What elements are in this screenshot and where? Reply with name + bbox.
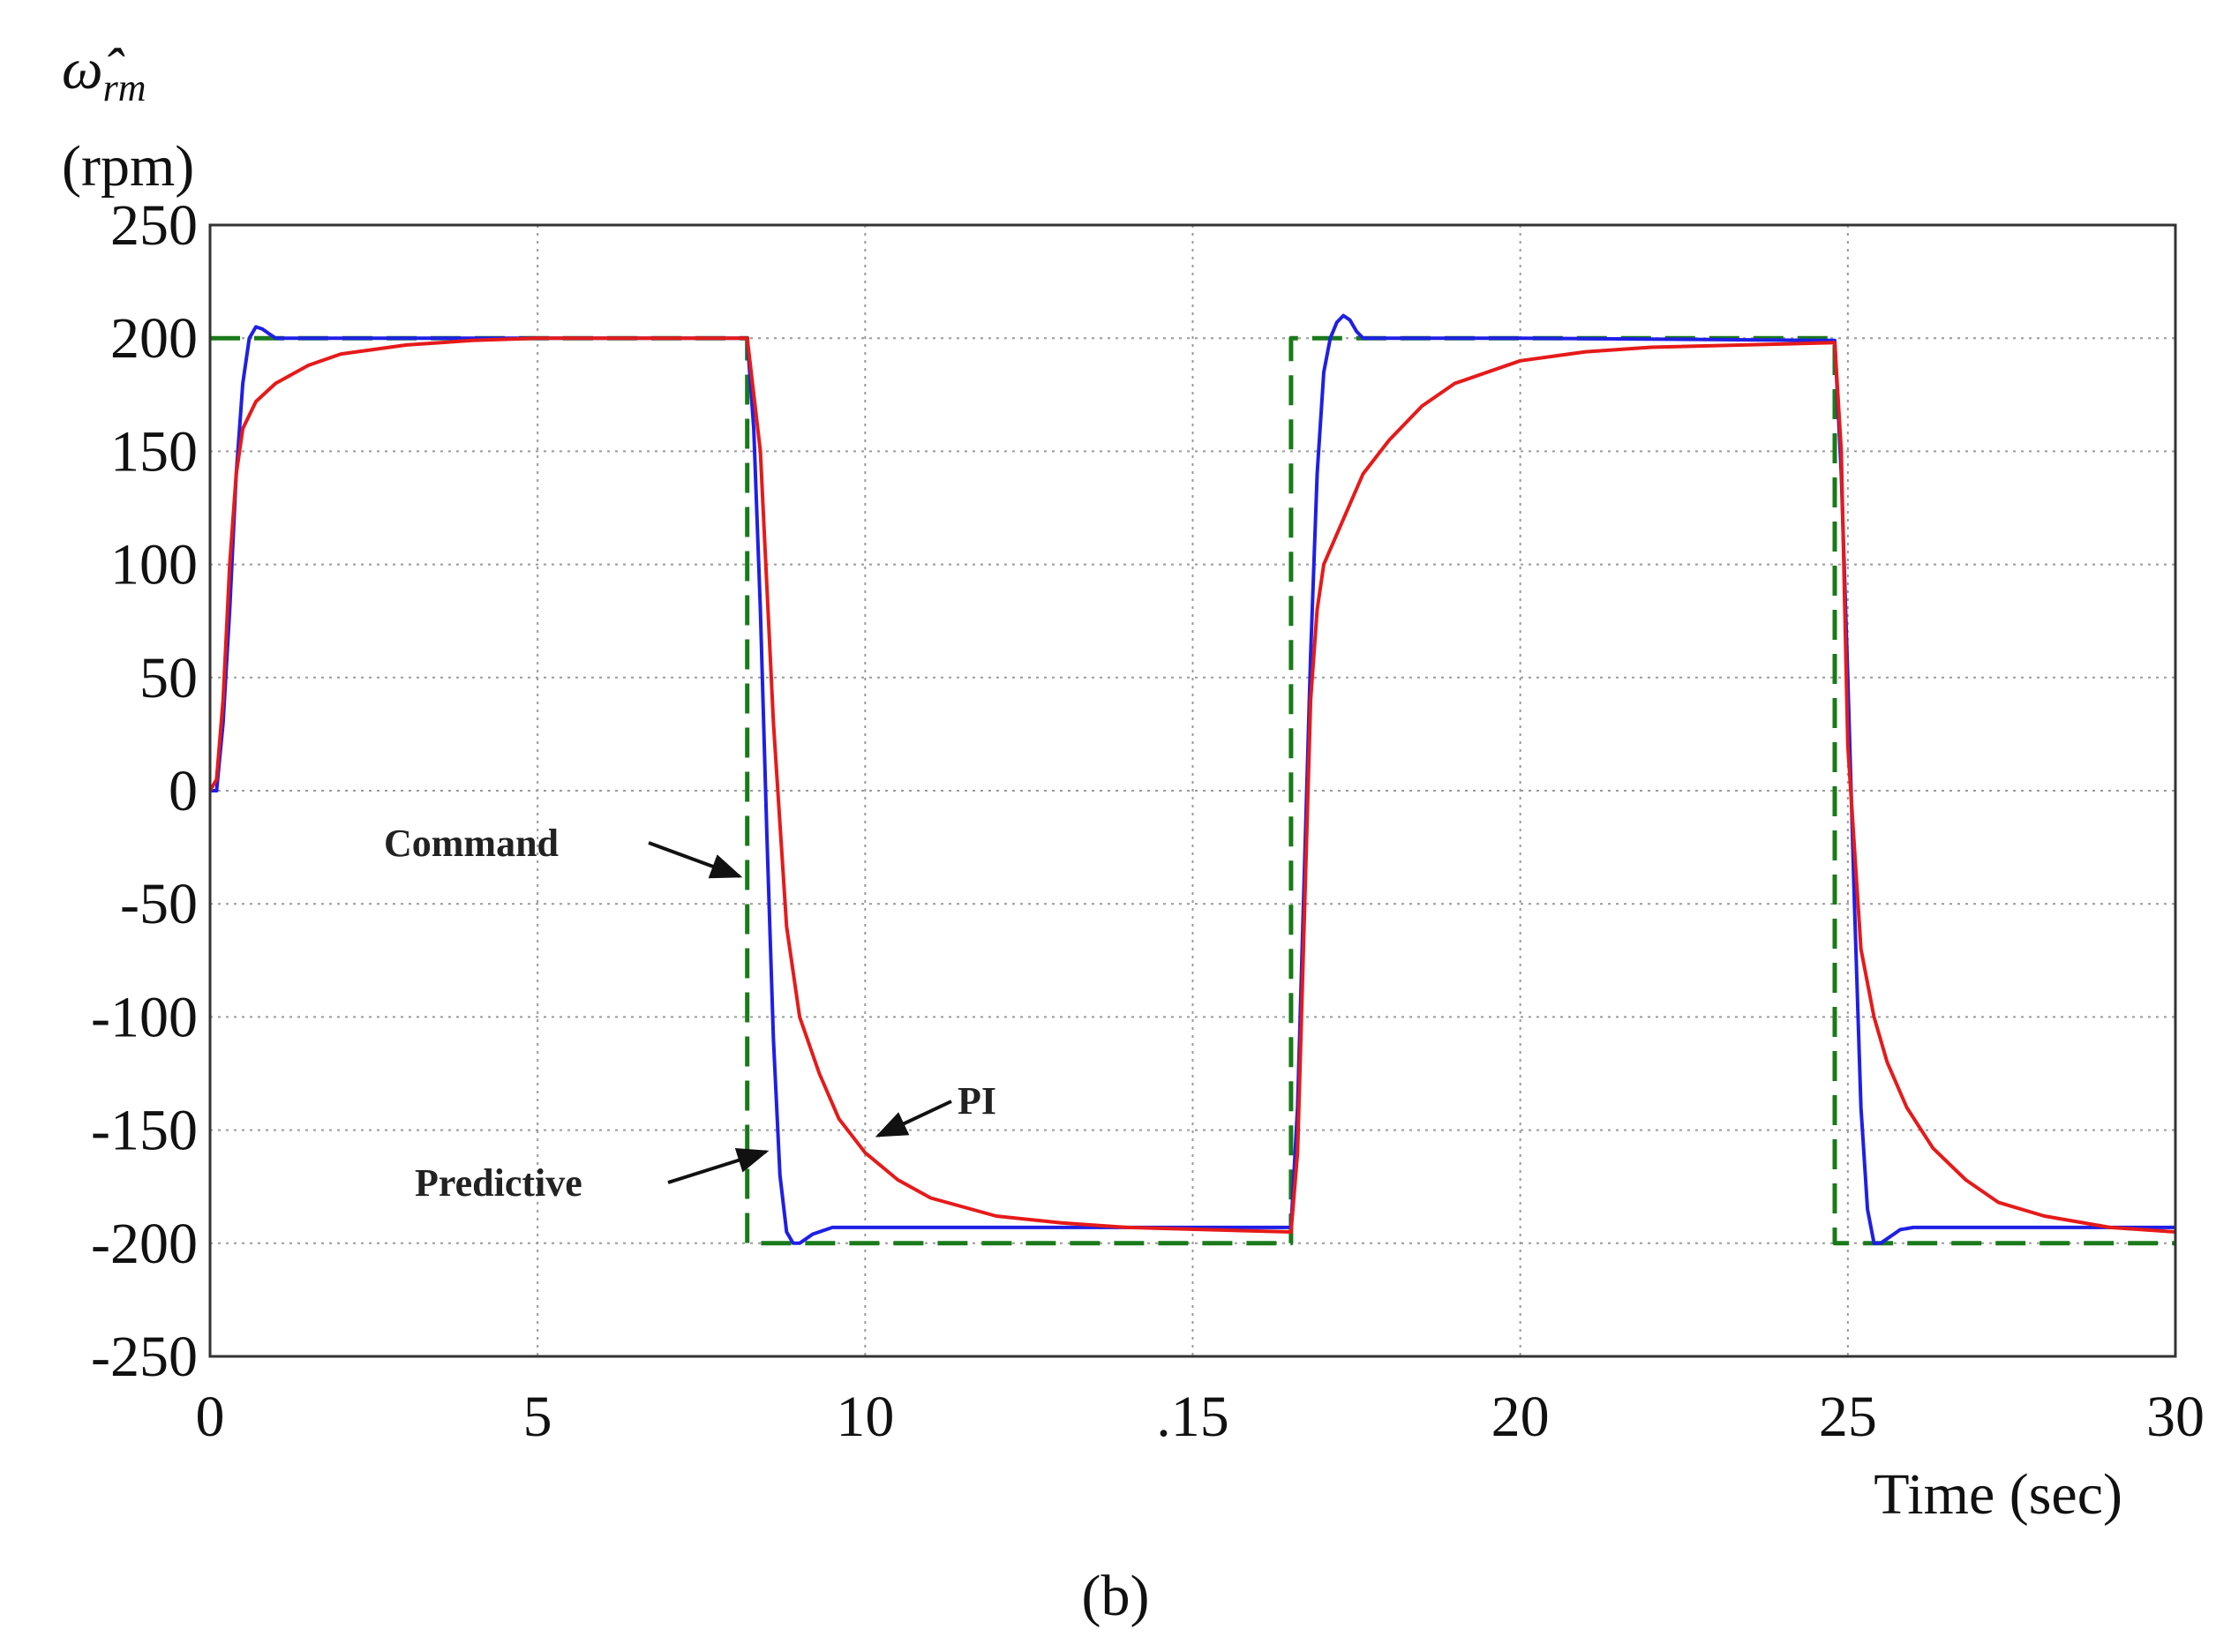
annotation-pi-arrow	[875, 1100, 952, 1138]
y-axis-symbol: ω̂rm	[62, 37, 146, 109]
x-tick-label: 10	[836, 1385, 894, 1449]
annotation-command: Command	[384, 822, 743, 879]
y-tick-label: -50	[120, 872, 198, 936]
y-axis-unit: (rpm)	[62, 134, 194, 199]
annotation-predictive: Predictive	[415, 1148, 770, 1205]
series-predictive-line	[210, 313, 2175, 1245]
y-tick-label: -150	[91, 1099, 198, 1163]
y-tick-label: -250	[91, 1325, 198, 1389]
series-lines	[208, 313, 2176, 1246]
y-tick-label: -100	[91, 985, 198, 1049]
y-tick-label: 250	[110, 193, 198, 258]
x-tick-label: 20	[1491, 1385, 1550, 1449]
annotation-command-label: Command	[384, 822, 559, 865]
series-pi-line	[208, 336, 2176, 1234]
x-tick-label: 30	[2146, 1385, 2205, 1449]
x-tick-labels: 0 5 10 .15 20 25 30	[196, 1385, 2205, 1449]
y-tick-labels: 250 200 150 100 50 0 -50 -100 -150 -200 -250	[91, 193, 198, 1389]
plot-frame	[208, 223, 2177, 1358]
annotation-pi: PI	[875, 1079, 996, 1138]
x-tick-label: 5	[523, 1385, 552, 1449]
x-tick-label: .15	[1156, 1385, 1229, 1449]
annotation-predictive-arrow	[667, 1148, 770, 1184]
y-tick-label: 50	[139, 646, 198, 710]
x-axis-title: Time (sec)	[1874, 1462, 2122, 1527]
series-command-line	[210, 335, 2175, 1246]
y-tick-label: -200	[91, 1212, 198, 1276]
annotation-pi-label: PI	[958, 1079, 996, 1123]
x-tick-label: 0	[196, 1385, 225, 1449]
y-tick-label: 0	[169, 759, 198, 823]
figure-caption: (b)	[1082, 1564, 1150, 1628]
y-tick-label: 100	[110, 533, 198, 597]
x-tick-label: 25	[1819, 1385, 1877, 1449]
annotation-predictive-label: Predictive	[415, 1161, 582, 1205]
y-tick-label: 150	[110, 419, 198, 484]
y-tick-label: 200	[110, 306, 198, 371]
annotation-command-arrow	[648, 841, 743, 879]
